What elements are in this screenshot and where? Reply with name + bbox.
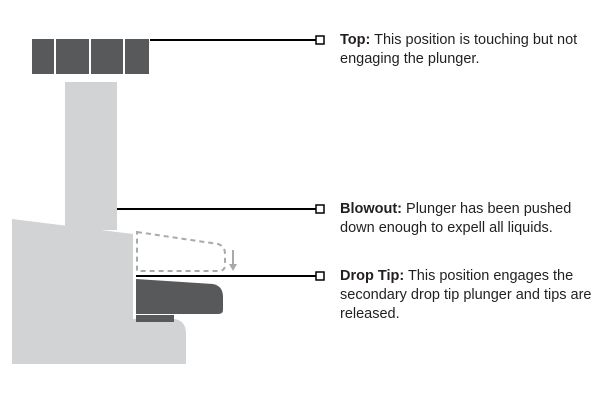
drop-tip-callout: Drop Tip: This position engages the seco… <box>340 267 595 324</box>
top-callout: Top: This position is touching but not e… <box>340 31 595 69</box>
top-leader-end-icon <box>315 35 325 45</box>
blowout-dashed-outline <box>136 230 226 272</box>
pipette-body <box>12 219 186 364</box>
plunger-cap <box>32 39 149 74</box>
plunger-shaft <box>65 82 117 230</box>
plunger-cap-segment <box>32 39 54 74</box>
drop-tip-plunger-base <box>136 315 174 322</box>
drop-tip-plunger <box>136 279 223 314</box>
drop-tip-leader-end-icon <box>315 271 325 281</box>
top-callout-label: Top: <box>340 32 371 48</box>
down-arrow-icon <box>229 250 237 271</box>
plunger-cap-segment <box>56 39 89 74</box>
blowout-leader-end-icon <box>315 204 325 214</box>
blowout-callout: Blowout: Plunger has been pushed down en… <box>340 200 595 238</box>
top-callout-text: This position is touching but not engagi… <box>340 32 578 67</box>
plunger-cap-segment <box>125 39 149 74</box>
blowout-callout-text: Plunger has been pushed down enough to e… <box>340 201 572 236</box>
plunger-cap-segment <box>91 39 123 74</box>
blowout-callout-label: Blowout: <box>340 201 403 217</box>
drop-tip-callout-text: This position engages the secondary drop… <box>340 268 592 322</box>
drop-tip-callout-label: Drop Tip: <box>340 268 405 284</box>
